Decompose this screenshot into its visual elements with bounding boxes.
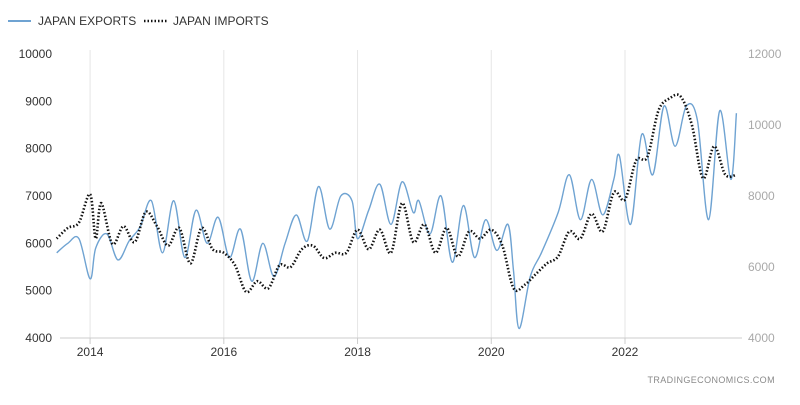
legend: JAPAN EXPORTS JAPAN IMPORTS [8, 14, 269, 28]
series-line-japan-imports [55, 93, 737, 294]
y-left-tick-label: 5000 [25, 284, 52, 298]
x-tick-label: 2020 [478, 345, 505, 359]
series-group [55, 93, 738, 330]
legend-label-imports: JAPAN IMPORTS [173, 14, 269, 28]
y-left-tick-label: 4000 [25, 331, 52, 345]
y-axis-left: 4000 5000 6000 7000 8000 9000 10000 [19, 47, 53, 345]
y-right-tick-label: 8000 [748, 189, 775, 203]
y-left-tick-label: 7000 [25, 189, 52, 203]
source-credit: TRADINGECONOMICS.COM [647, 375, 775, 385]
y-right-tick-label: 4000 [748, 331, 775, 345]
x-tick-label: 2016 [210, 345, 237, 359]
x-axis: 2014 2016 2018 2020 2022 [60, 337, 742, 359]
y-right-tick-label: 12000 [748, 47, 782, 61]
y-left-tick-label: 10000 [19, 47, 53, 61]
y-right-tick-label: 10000 [748, 118, 782, 132]
y-left-tick-label: 9000 [25, 94, 52, 108]
series-line-japan-exports [56, 102, 738, 330]
y-right-tick-label: 6000 [748, 260, 775, 274]
x-tick-label: 2022 [612, 345, 639, 359]
grid [89, 50, 626, 338]
y-left-tick-label: 6000 [25, 236, 52, 250]
x-tick-label: 2018 [344, 345, 371, 359]
legend-label-exports: JAPAN EXPORTS [38, 14, 136, 28]
y-left-tick-label: 8000 [25, 142, 52, 156]
y-axis-right: 4000 6000 8000 10000 12000 [748, 47, 782, 345]
x-tick-label: 2014 [77, 345, 104, 359]
